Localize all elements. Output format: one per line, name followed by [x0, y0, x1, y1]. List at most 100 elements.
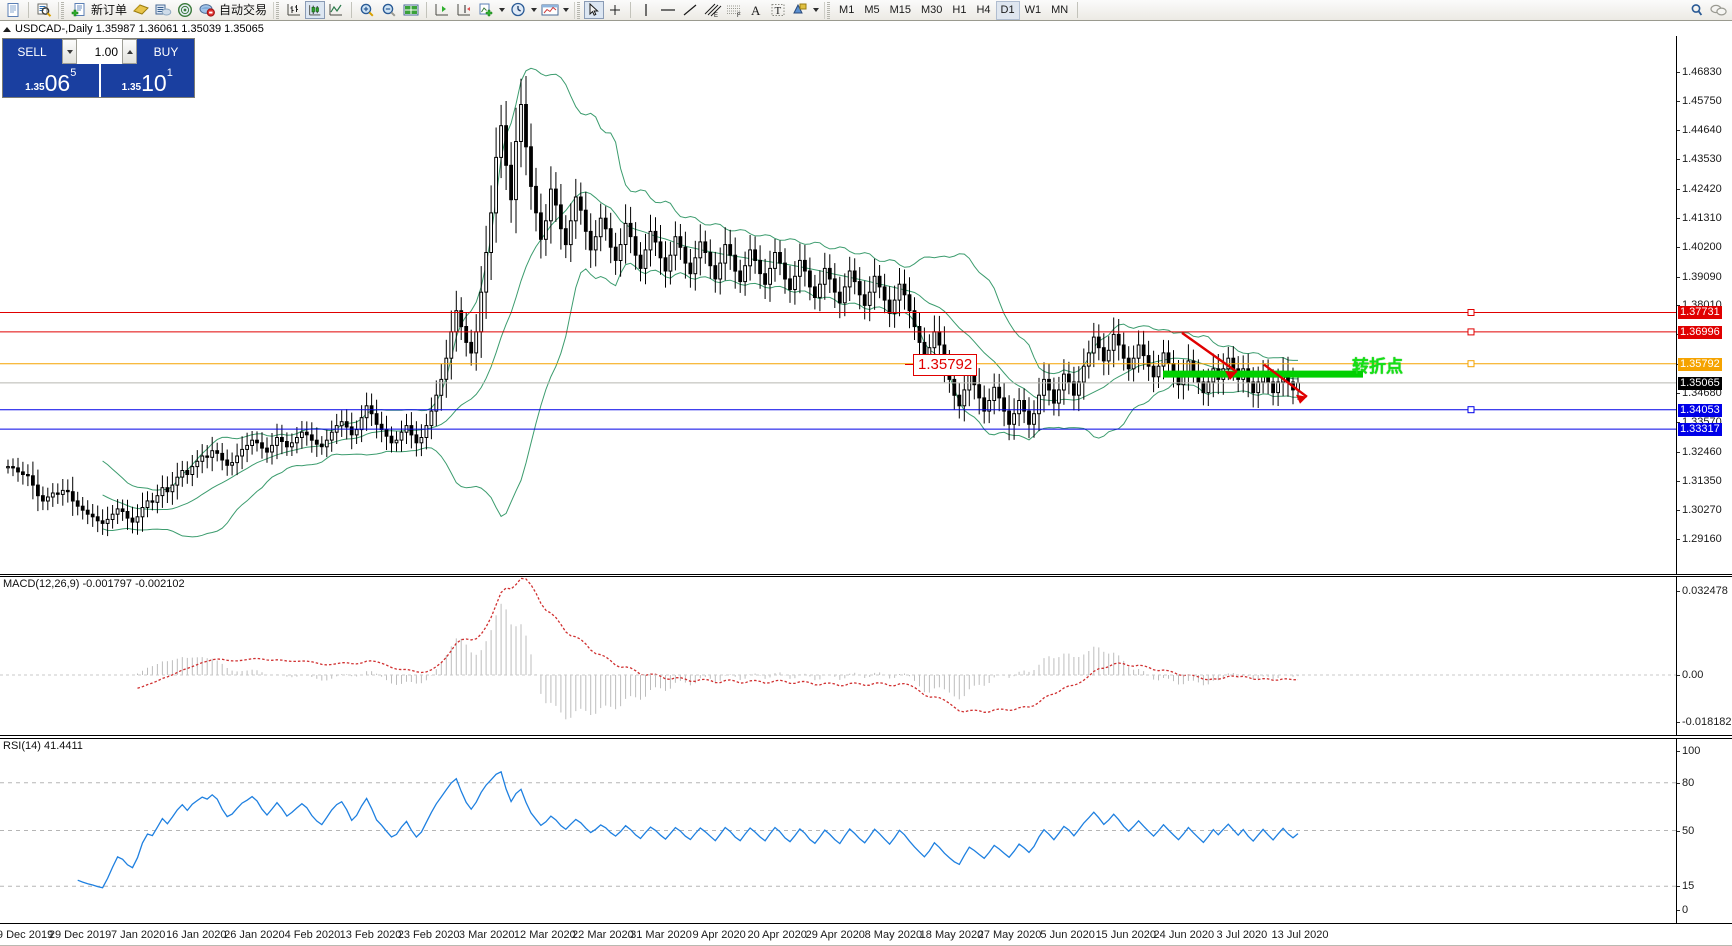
price-plot-area[interactable]: [0, 36, 1676, 574]
rsi-axis-label: 100: [1682, 745, 1701, 757]
price-axis[interactable]: 1.46830 1.45750 1.44640 1.43530 1.42420 1.413…: [1676, 36, 1732, 574]
crosshair-icon[interactable]: [604, 1, 626, 20]
candlestick-chart-icon[interactable]: [305, 1, 326, 19]
date-axis-label: 29 Apr 2020: [805, 929, 865, 941]
price-chart-svg: [0, 67, 1676, 538]
timeframe-h4[interactable]: H4: [976, 3, 991, 16]
volume-decrease-button[interactable]: [62, 39, 77, 64]
templates-icon[interactable]: [539, 1, 561, 20]
date-axis-label: 29 Dec 2019: [48, 929, 112, 941]
text-icon[interactable]: A: [745, 1, 767, 20]
date-axis-label: 9 Apr 2020: [692, 929, 746, 941]
indicators-icon[interactable]: [475, 1, 497, 20]
new-order-label[interactable]: 新订单: [91, 2, 128, 17]
timeframe-mn[interactable]: MN: [1051, 3, 1069, 16]
price-axis-tick: [1677, 188, 1680, 190]
macd-axis-tick: [1677, 722, 1680, 723]
auto-scroll-icon[interactable]: [453, 1, 475, 20]
fibonacci-icon[interactable]: F: [723, 1, 745, 20]
timeframe-m5[interactable]: M5: [864, 3, 880, 16]
price-level-tag[interactable]: 1.34053: [1678, 403, 1722, 417]
chat-icon[interactable]: [1708, 1, 1730, 20]
rsi-axis-label: 15: [1682, 880, 1695, 893]
period-icon[interactable]: [507, 1, 529, 20]
cursor-icon[interactable]: [584, 1, 605, 19]
new-order-icon[interactable]: [68, 1, 90, 20]
macd-panel[interactable]: MACD(12,26,9) -0.001797 -0.002102 0.0324…: [0, 576, 1732, 736]
expert-advisors-icon[interactable]: [130, 1, 152, 20]
hline-icon[interactable]: [657, 1, 679, 20]
price-chart-panel[interactable]: 1.46830 1.45750 1.44640 1.43530 1.42420 1.413…: [0, 36, 1732, 575]
text-label-icon[interactable]: T: [767, 1, 789, 20]
equidistant-channel-icon[interactable]: E: [701, 1, 723, 20]
period-chevron-down-icon[interactable]: [529, 8, 539, 12]
date-axis-label: 15 Jun 2020: [1095, 929, 1156, 941]
price-axis-tick: [1677, 422, 1680, 424]
data-window-icon[interactable]: [152, 1, 174, 20]
auto-trading-label[interactable]: 自动交易: [219, 2, 268, 17]
turning-point-label[interactable]: 转折点: [1352, 356, 1403, 376]
timeframe-m15[interactable]: M15: [889, 3, 911, 16]
current-price-tag: 1.35065: [1678, 376, 1722, 390]
sell-price-prefix: 1.35: [25, 82, 45, 93]
sell-price-display[interactable]: 1.35 06 5: [3, 64, 99, 97]
new-chart-icon[interactable]: [2, 1, 24, 20]
search-icon[interactable]: [1686, 1, 1708, 20]
volume-increase-button[interactable]: [122, 39, 137, 64]
templates-chevron-down-icon[interactable]: [561, 8, 571, 12]
shapes-icon[interactable]: [789, 1, 811, 20]
zoom-in-icon[interactable]: [356, 1, 378, 20]
macd-axis-tick: [1677, 674, 1680, 676]
buy-button[interactable]: BUY: [138, 39, 194, 64]
svg-text:F: F: [737, 13, 741, 18]
timeframe-m30[interactable]: M30: [921, 3, 943, 16]
market-watch-icon[interactable]: [33, 1, 55, 20]
indicators-chevron-down-icon[interactable]: [497, 8, 507, 12]
timeframe-h1[interactable]: H1: [952, 3, 967, 16]
volume-control[interactable]: 1.00: [61, 39, 138, 64]
chart-shift-icon[interactable]: [431, 1, 453, 20]
toolbar-grip[interactable]: [58, 1, 65, 19]
price-axis-label: 1.31350: [1682, 475, 1722, 488]
toolbar-divider-2: [351, 2, 353, 18]
auto-trading-icon[interactable]: [196, 1, 218, 20]
macd-plot-area[interactable]: [0, 577, 1676, 735]
price-axis-tick: [1677, 539, 1680, 540]
price-axis-label: 1.34680: [1682, 387, 1722, 400]
timeframe-w1[interactable]: W1: [1024, 3, 1042, 16]
toolbar-grip-4[interactable]: [824, 1, 832, 19]
line-chart-icon[interactable]: [325, 1, 347, 20]
price-axis-label: 1.42420: [1682, 182, 1722, 195]
price-axis-tick: [1677, 393, 1680, 395]
collapse-triangle-icon[interactable]: [3, 26, 11, 32]
price-level-tag[interactable]: 1.33317: [1678, 423, 1722, 437]
vline-icon[interactable]: [635, 1, 657, 20]
price-axis-tick: [1677, 217, 1680, 219]
navigator-icon[interactable]: [174, 1, 196, 20]
toolbar-grip-3[interactable]: [574, 1, 582, 19]
price-level-tag[interactable]: 1.36996: [1678, 325, 1722, 339]
price-axis-label: 1.41310: [1682, 211, 1722, 224]
rsi-panel[interactable]: RSI(14) 41.4411 100 80 50 15 0: [0, 738, 1732, 924]
date-axis-label: 12 Mar 2020: [513, 929, 576, 941]
price-level-tag[interactable]: 1.37731: [1678, 306, 1722, 320]
price-annotation-label[interactable]: 1.35792: [913, 353, 978, 376]
buy-price-display[interactable]: 1.35 10 1: [98, 64, 194, 97]
zoom-out-icon[interactable]: [378, 1, 400, 20]
trendline-icon[interactable]: [679, 1, 701, 20]
rsi-axis-label: 80: [1682, 776, 1695, 789]
macd-label: MACD(12,26,9) -0.001797 -0.002102: [2, 578, 186, 590]
date-axis-label: 3 Mar 2020: [458, 929, 515, 941]
shapes-chevron-down-icon[interactable]: [811, 8, 821, 12]
price-axis-tick: [1677, 509, 1680, 511]
tile-windows-icon[interactable]: [400, 1, 422, 20]
timeframe-m1[interactable]: M1: [839, 3, 855, 16]
toolbar-grip-2[interactable]: [273, 1, 281, 19]
timeframe-d1[interactable]: D1: [995, 0, 1020, 20]
volume-input[interactable]: 1.00: [77, 39, 122, 64]
bar-chart-icon[interactable]: [283, 1, 305, 20]
sell-button[interactable]: SELL: [3, 39, 61, 64]
price-level-tag[interactable]: 1.35792: [1678, 357, 1722, 371]
rsi-plot-area[interactable]: [0, 739, 1676, 923]
